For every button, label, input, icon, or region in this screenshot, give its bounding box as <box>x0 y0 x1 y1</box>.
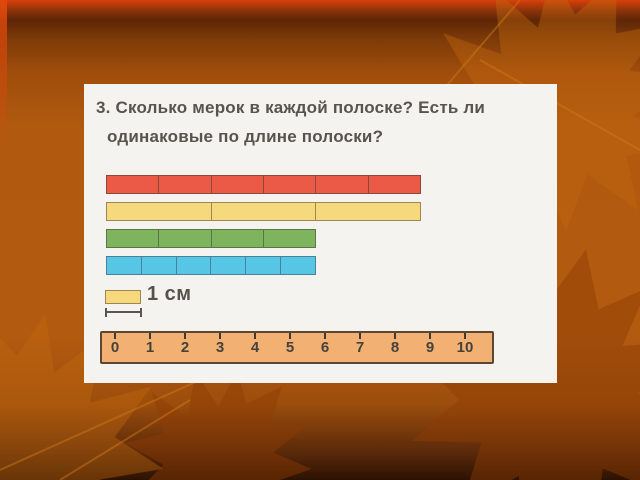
red-strip-segment <box>107 176 158 193</box>
ruler: 0 1 2 3 4 5 6 7 8 9 10 <box>100 331 494 364</box>
yellow-strip <box>106 202 421 221</box>
red-strip-segment <box>367 176 420 193</box>
ruler-number: 3 <box>215 339 225 356</box>
ruler-number: 10 <box>456 339 474 356</box>
yellow-strip-segment <box>107 203 211 220</box>
ruler-tick <box>464 333 466 339</box>
green-strip-segment <box>262 230 315 247</box>
ruler-number: 4 <box>250 339 260 356</box>
unit-label: 1 см <box>147 283 192 305</box>
ruler-tick <box>219 333 221 339</box>
ruler-tick <box>324 333 326 339</box>
ruler-tick <box>289 333 291 339</box>
red-strip-segment <box>315 176 367 193</box>
ruler-number: 8 <box>390 339 400 356</box>
ruler-tick <box>359 333 361 339</box>
edge-highlight <box>0 0 7 150</box>
ruler-tick <box>254 333 256 339</box>
red-strip-segment <box>262 176 315 193</box>
green-strip-segment <box>107 230 158 247</box>
ruler-number: 1 <box>145 339 155 356</box>
ruler-tick <box>184 333 186 339</box>
ruler-number: 6 <box>320 339 330 356</box>
unit-measure-bracket <box>105 308 142 317</box>
strips-group <box>106 175 421 275</box>
ruler-tick <box>394 333 396 339</box>
red-strip-segment <box>158 176 210 193</box>
exercise-title-line1: 3. Сколько мерок в каждой полоске? Есть … <box>96 98 486 117</box>
exercise-title-line2: одинаковые по длине полоски? <box>107 127 384 146</box>
blue-strip-segment <box>245 257 280 274</box>
yellow-strip-segment <box>210 203 316 220</box>
ruler-number: 5 <box>285 339 295 356</box>
ruler-tick <box>149 333 151 339</box>
ruler-tick <box>429 333 431 339</box>
worksheet-card: 3. Сколько мерок в каждой полоске? Есть … <box>84 84 557 383</box>
ruler-tick <box>114 333 116 339</box>
blue-strip-segment <box>210 257 245 274</box>
blue-strip <box>106 256 316 275</box>
green-strip-segment <box>158 230 210 247</box>
yellow-strip-segment <box>315 203 420 220</box>
blue-strip-segment <box>107 257 141 274</box>
ruler-number: 0 <box>110 339 120 356</box>
ruler-number: 9 <box>425 339 435 356</box>
green-strip-segment <box>210 230 263 247</box>
red-strip-segment <box>210 176 263 193</box>
green-strip <box>106 229 316 248</box>
ruler-number: 7 <box>355 339 365 356</box>
ruler-number: 2 <box>180 339 190 356</box>
blue-strip-segment <box>175 257 211 274</box>
blue-strip-segment <box>280 257 315 274</box>
red-strip <box>106 175 421 194</box>
exercise-title: 3. Сколько мерок в каждой полоске? Есть … <box>96 93 536 151</box>
unit-sample-swatch <box>105 290 141 304</box>
blue-strip-segment <box>140 257 176 274</box>
